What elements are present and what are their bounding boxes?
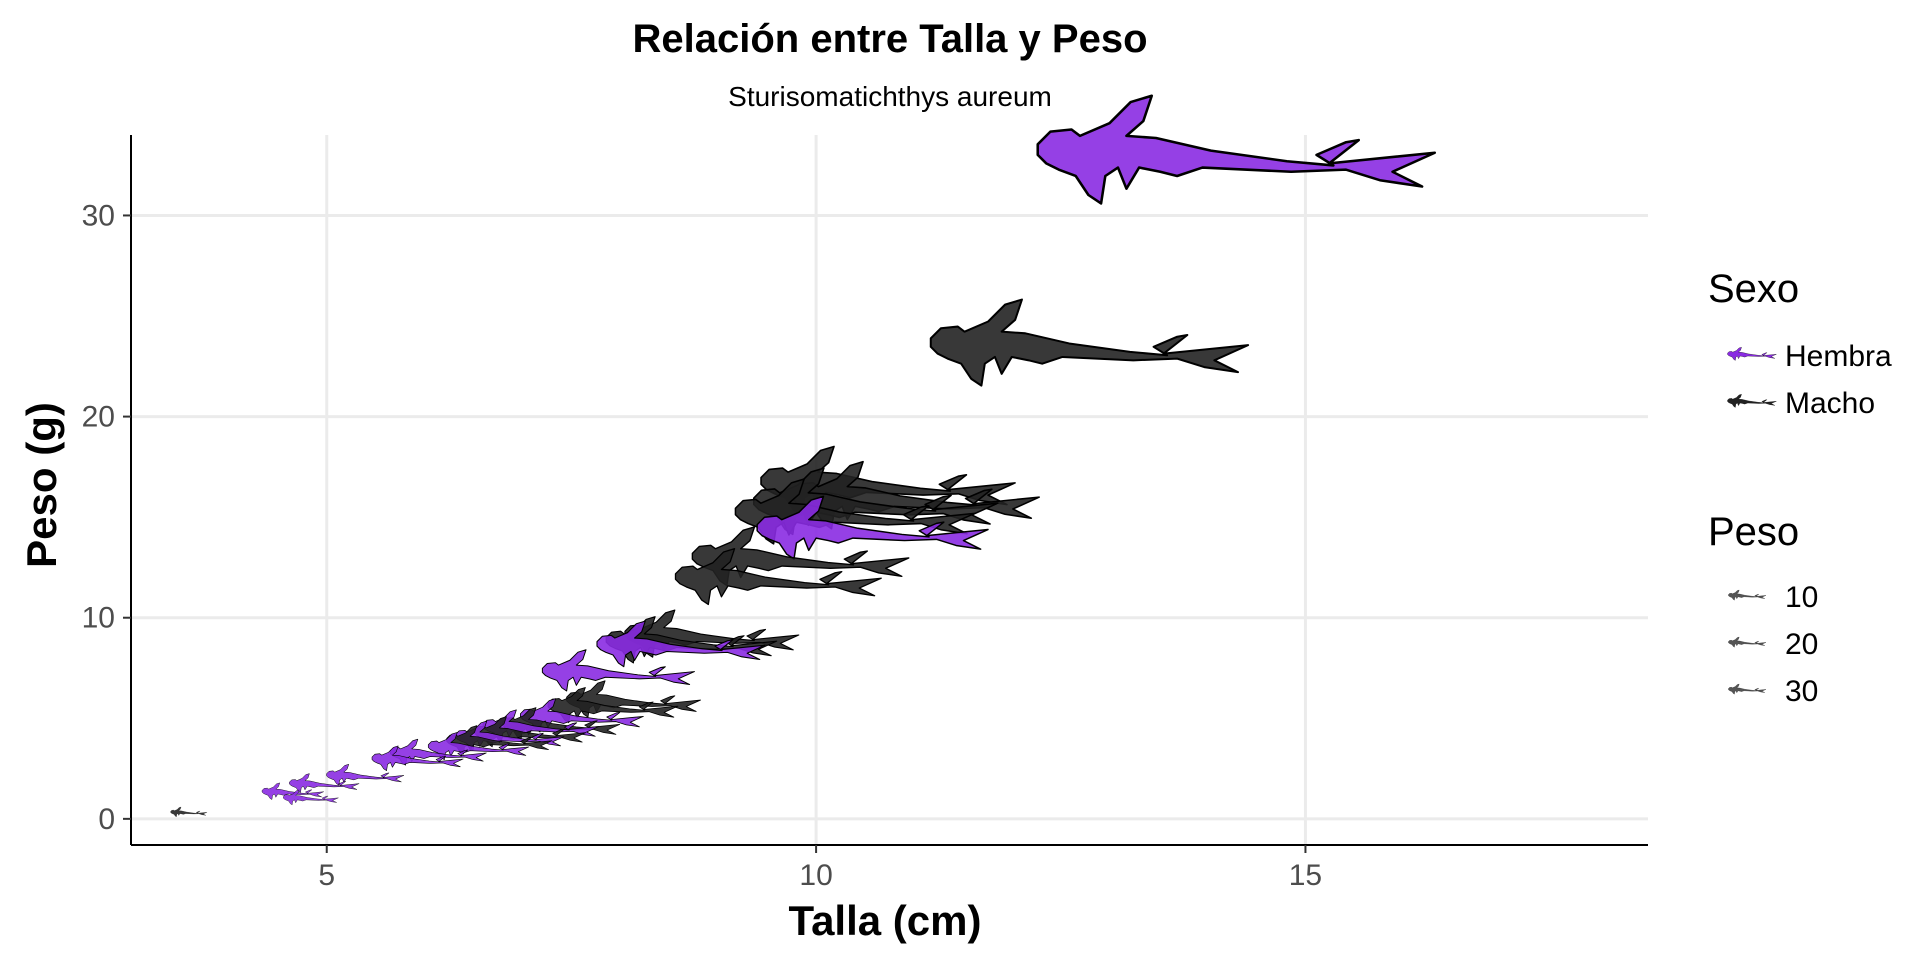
legend-key-peso — [1728, 683, 1767, 695]
x-axis-title: Talla (cm) — [789, 897, 982, 944]
legend-label-peso: 30 — [1785, 675, 1818, 708]
legend: Sexo Hembra Macho Peso 10 20 30 — [1708, 267, 1892, 708]
chart-title: Relación entre Talla y Peso — [632, 17, 1147, 61]
y-tick-label: 30 — [82, 199, 115, 232]
legend-label-hembra: Hembra — [1785, 340, 1892, 373]
legend-key-peso — [1728, 636, 1767, 648]
fish-point-macho — [929, 298, 1250, 387]
x-tick-label: 15 — [1289, 859, 1322, 892]
fish-point-macho — [170, 806, 208, 817]
y-tick-label: 10 — [82, 602, 115, 635]
x-tick-label: 5 — [318, 859, 335, 892]
legend-label-peso: 20 — [1785, 628, 1818, 661]
legend-key-peso — [1728, 589, 1767, 601]
y-tick-label: 0 — [98, 803, 115, 836]
legend-label-peso: 10 — [1785, 581, 1818, 614]
plot-axes: 5 10 15 0 10 20 30 — [82, 135, 1648, 892]
legend-key-macho — [1727, 394, 1777, 408]
y-axis-title: Peso (g) — [18, 402, 65, 568]
y-tick-label: 20 — [82, 401, 115, 434]
legend-label-macho: Macho — [1785, 387, 1875, 420]
chart-subtitle: Sturisomatichthys aureum — [728, 81, 1052, 112]
plot-marks — [170, 94, 1437, 817]
fish-point-hembra — [1036, 94, 1437, 205]
legend-title-sexo: Sexo — [1708, 267, 1799, 311]
x-tick-label: 10 — [799, 859, 832, 892]
legend-key-hembra — [1727, 347, 1777, 361]
legend-title-peso: Peso — [1708, 510, 1799, 554]
plot-grid — [131, 135, 1648, 845]
